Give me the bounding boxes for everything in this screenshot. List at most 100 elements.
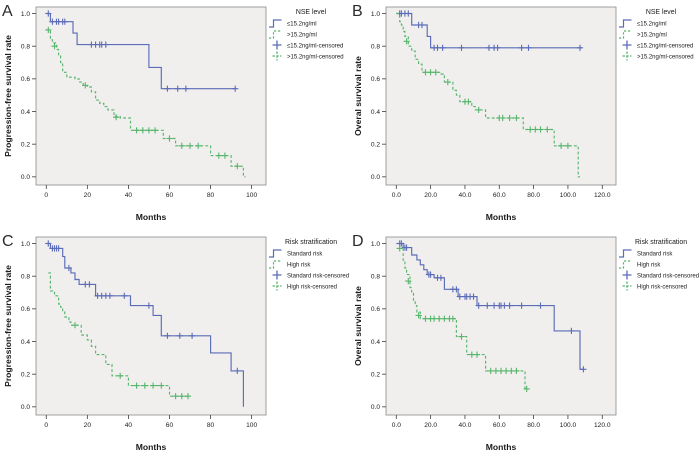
legend-symbol-step-solid [619,249,632,258]
km-chart-a: 0.0 0.2 0.4 0.6 0.8 1.0 0 20 40 60 80 100 Months Prog… [2,3,344,222]
legend-symbol-step-solid [269,19,282,28]
y-tick-label: 1.0 [371,11,380,18]
censor-marks-15-2ng-ml [396,10,584,51]
survival-curve-15-2ng-ml [396,12,582,49]
legend-title: NSE level [296,9,327,16]
survival-curve-15-2ng-ml [396,12,580,178]
legend-label-15-2ng-ml: ≤15.2ng/ml [287,22,317,28]
y-axis-label: Progression-free survival rate [3,265,13,387]
x-tick-label: 40 [125,192,133,199]
legend-symbol-step-dashed [269,260,282,269]
censor-marks-15-2ng-ml [45,26,241,170]
x-tick-label: 60.0 [493,422,506,429]
panel-c-progression-free-survival-risk: 0.0 0.2 0.4 0.6 0.8 1.0 0 20 40 60 80 100 Months Prog… [0,230,350,460]
legend-title: Risk stratification [635,239,687,246]
x-tick-label: 0.0 [392,192,401,199]
y-tick-label: 0.8 [21,43,30,50]
x-tick-label: 120.0 [594,192,611,199]
km-chart-c: 0.0 0.2 0.4 0.6 0.8 1.0 0 20 40 60 80 100 Months Prog… [2,233,349,452]
panel-d-overall-survival-risk: 0.0 0.2 0.4 0.6 0.8 1.0 0.0 20.0 40.0 60.0 80.0 100… [350,230,700,460]
panel-b-overall-survival-nse: 0.0 0.2 0.4 0.6 0.8 1.0 0.0 20.0 40.0 60.0 80.0 100… [350,0,700,230]
censor-marks-high-risk [71,322,192,400]
y-tick-label: 0.6 [371,306,380,313]
y-axis-label: Progression-free survival rate [3,35,13,157]
legend-label-standard-risk: Standard risk [637,252,673,258]
survival-curve-15-2ng-ml [46,29,246,178]
x-axis-label: Months [136,212,167,222]
x-tick-label: 60.0 [493,192,506,199]
y-tick-label: 1.0 [21,11,30,18]
legend-symbol-step-solid [619,19,632,28]
legend-symbol-plus [272,270,282,280]
legend-label-15-2ng-ml-censored: >15.2ng/ml-censored [287,55,344,61]
y-tick-label: 0.8 [371,43,380,50]
x-tick-label: 40 [125,422,133,429]
censor-marks-15-2ng-ml [45,10,239,92]
y-tick-label: 0.2 [371,141,380,148]
legend-symbol-plus [272,40,282,50]
survival-curve-15-2ng-ml [46,12,236,90]
km-chart-d: 0.0 0.2 0.4 0.6 0.8 1.0 0.0 20.0 40.0 60.0 80.0 100… [352,233,699,452]
x-tick-label: 80 [207,192,215,199]
y-tick-label: 1.0 [371,241,380,248]
y-tick-label: 0.2 [21,141,30,148]
legend-label-15-2ng-ml: >15.2ng/ml [287,33,317,39]
x-tick-label: 80.0 [527,422,540,429]
legend-title: NSE level [646,9,677,16]
y-axis-label: Overal survival rate [353,286,363,366]
legend-label-15-2ng-ml-censored: ≤15.2ng/ml-censored [637,44,693,50]
legend-title: Risk stratification [285,239,337,246]
panel-letter-c: C [2,233,14,250]
legend-label-15-2ng-ml: ≤15.2ng/ml [637,22,667,28]
y-tick-label: 0.8 [371,273,380,280]
censor-marks-high-risk [396,245,530,392]
y-tick-label: 0.4 [21,109,30,116]
legend-symbol-plus-dashed [622,281,632,291]
y-tick-label: 0.0 [21,404,30,411]
legend-symbol-plus [622,270,632,280]
legend-label-standard-risk-censored: Standard risk-censored [287,274,349,280]
y-tick-label: 0.6 [21,76,30,83]
y-tick-label: 0.6 [21,306,30,313]
legend-label-15-2ng-ml-censored: >15.2ng/ml-censored [637,55,694,61]
legend-symbol-step-dashed [269,30,282,39]
legend-label-high-risk-censored: High risk-censored [637,285,687,291]
x-tick-label: 100.0 [560,192,577,199]
censor-marks-standard-risk [396,240,587,373]
legend-symbol-plus [622,40,632,50]
survival-curve-high-risk [398,247,529,390]
plot-area [35,236,267,416]
x-axis-label: Months [486,442,517,452]
km-chart-b: 0.0 0.2 0.4 0.6 0.8 1.0 0.0 20.0 40.0 60.0 80.0 100… [352,3,694,222]
y-tick-label: 0.0 [371,404,380,411]
y-tick-label: 0.0 [371,174,380,181]
legend-symbol-step-dashed [619,260,632,269]
censor-marks-15-2ng-ml [403,38,571,149]
x-tick-label: 20 [84,422,92,429]
legend-symbol-step-dashed [619,30,632,39]
x-axis-label: Months [486,212,517,222]
x-tick-label: 20 [84,192,92,199]
x-tick-label: 40.0 [459,192,472,199]
plot-area [35,6,267,186]
y-tick-label: 0.2 [371,371,380,378]
y-tick-label: 0.4 [371,339,380,346]
legend-symbol-step-solid [269,249,282,258]
y-axis-label: Overal survival rate [353,56,363,136]
y-tick-label: 0.6 [371,76,380,83]
y-tick-label: 1.0 [21,241,30,248]
legend-label-standard-risk-censored: Standard risk-censored [637,274,699,280]
x-tick-label: 20.0 [424,192,437,199]
x-tick-label: 120.0 [594,422,611,429]
y-tick-label: 0.4 [371,109,380,116]
legend-label-high-risk-censored: High risk-censored [287,285,337,291]
legend-label-high-risk: High risk [287,263,311,269]
y-tick-label: 0.4 [21,339,30,346]
x-tick-label: 60 [166,192,174,199]
censor-marks-standard-risk [45,240,241,374]
x-tick-label: 80.0 [527,192,540,199]
x-tick-label: 60 [166,422,174,429]
legend-symbol-plus-dashed [622,51,632,61]
x-tick-label: 0.0 [392,422,401,429]
